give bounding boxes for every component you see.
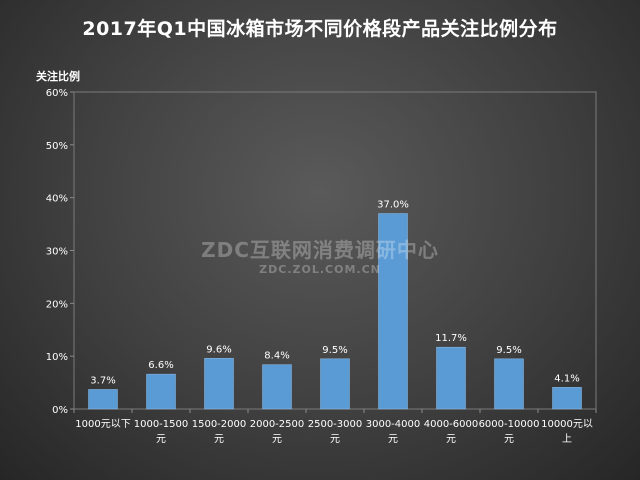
x-tick-label-line: 上 xyxy=(562,433,572,445)
x-tick-label: 6000-10000 元 xyxy=(479,419,540,445)
x-tick-label-line: 1500-2000 xyxy=(192,419,247,430)
data-label: 37.0% xyxy=(377,200,409,211)
x-tick-label: 3000-4000 元 xyxy=(366,419,421,445)
x-tick-label: 4000-6000 元 xyxy=(424,419,479,445)
x-tick-label-line: 1000-1500 xyxy=(134,419,189,430)
y-tick-label: 20% xyxy=(46,299,68,310)
data-label: 9.6% xyxy=(206,344,231,355)
x-tick-label-line: 元 xyxy=(330,434,340,445)
y-tick-label: 0% xyxy=(52,405,68,416)
bar xyxy=(494,358,524,410)
data-label: 9.5% xyxy=(322,345,347,356)
x-tick-label-line: 6000-10000 xyxy=(479,419,540,430)
y-axis-title: 关注比例 xyxy=(36,70,80,83)
data-label: 6.6% xyxy=(148,360,173,371)
x-tick-label: 1000元以下 xyxy=(75,419,130,430)
x-tick-label-line: 元 xyxy=(156,434,166,445)
x-tick-label-line: 元 xyxy=(504,434,514,445)
data-label: 3.7% xyxy=(90,375,115,386)
bar xyxy=(378,213,408,410)
x-tick-label: 2000-2500 元 xyxy=(250,419,305,445)
bar xyxy=(204,358,234,410)
x-tick-label-line: 2500-3000 xyxy=(308,419,363,430)
bar xyxy=(262,364,292,410)
data-label: 9.5% xyxy=(496,345,521,356)
y-tick-label: 40% xyxy=(46,194,68,205)
data-label: 11.7% xyxy=(435,333,467,344)
x-tick-label-line: 元 xyxy=(272,434,282,445)
x-tick-label-line: 元 xyxy=(446,434,456,445)
y-tick-label: 30% xyxy=(46,247,68,258)
bar xyxy=(88,389,118,410)
x-tick-label: 1000-1500 元 xyxy=(134,419,189,445)
x-tick-label-line: 1000元以下 xyxy=(75,419,130,430)
y-tick-label: 10% xyxy=(46,352,68,363)
y-tick-label: 50% xyxy=(46,141,68,152)
bar xyxy=(320,358,350,410)
bar xyxy=(552,387,582,410)
x-tick-label: 2500-3000 元 xyxy=(308,419,363,445)
x-tick-label-line: 3000-4000 xyxy=(366,419,421,430)
x-tick-label-line: 2000-2500 xyxy=(250,419,305,430)
bar xyxy=(436,346,466,410)
x-tick-label: 10000元以上 xyxy=(541,419,593,445)
chart-title: 2017年Q1中国冰箱市场不同价格段产品关注比例分布 xyxy=(82,18,558,40)
x-tick-label-line: 元 xyxy=(214,434,224,445)
bar xyxy=(146,373,176,410)
x-tick-label-line: 元 xyxy=(388,434,398,445)
y-tick-label: 60% xyxy=(46,88,68,99)
data-label: 8.4% xyxy=(264,351,289,362)
x-tick-label-line: 4000-6000 xyxy=(424,419,479,430)
data-label: 4.1% xyxy=(554,373,579,384)
x-tick-label-line: 10000元以 xyxy=(541,419,593,430)
x-tick-label: 1500-2000 元 xyxy=(192,419,247,445)
